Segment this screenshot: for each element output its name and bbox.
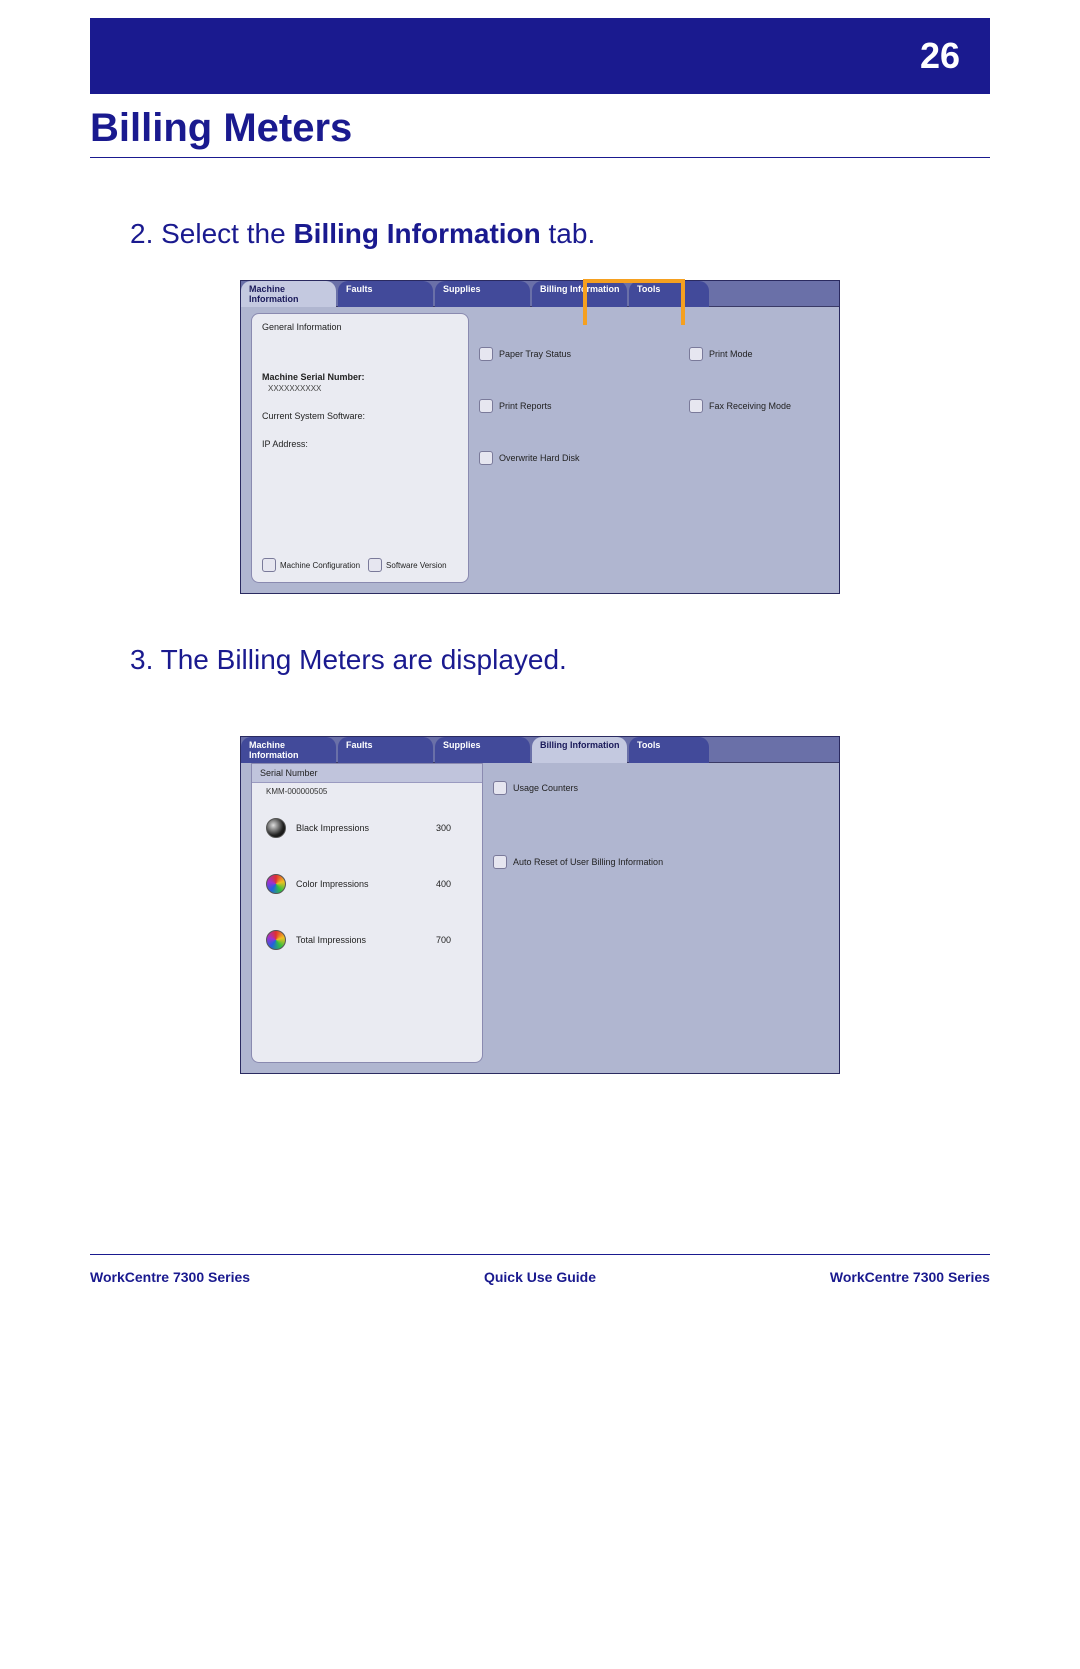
black-impressions-row: Black Impressions 300: [252, 800, 482, 856]
square-icon: [493, 781, 507, 795]
color-impressions-value: 400: [436, 879, 476, 889]
software-version-button[interactable]: Software Version: [368, 558, 446, 572]
square-icon: [493, 855, 507, 869]
print-reports-label: Print Reports: [499, 401, 552, 411]
print-mode-label: Print Mode: [709, 349, 753, 359]
fax-mode-label: Fax Receiving Mode: [709, 401, 791, 411]
color-impressions-label: Color Impressions: [296, 879, 426, 889]
software-version-label: Software Version: [386, 561, 446, 570]
tab-supplies-2[interactable]: Supplies: [435, 737, 530, 763]
serial-value: XXXXXXXXXX: [268, 384, 458, 393]
meters-panel: Serial Number KMM-000000505 Black Impres…: [251, 763, 483, 1063]
left-panel-1: General Information Machine Serial Numbe…: [251, 313, 469, 583]
serial-header: Serial Number: [252, 764, 482, 783]
title-rule: [90, 157, 990, 158]
page-footer: WorkCentre 7300 Series Quick Use Guide W…: [90, 1269, 990, 1285]
tab-machine-info-2[interactable]: Machine Information: [241, 737, 336, 763]
usage-counters-label: Usage Counters: [513, 783, 578, 793]
tab-bar-2: Machine Information Faults Supplies Bill…: [241, 737, 839, 763]
step-2-suffix: tab.: [541, 218, 595, 249]
total-impressions-value: 700: [436, 935, 476, 945]
black-impressions-value: 300: [436, 823, 476, 833]
tab-bar-1: Machine Information Faults Supplies Bill…: [241, 281, 839, 307]
general-info-header: General Information: [262, 322, 458, 332]
tab-faults-2[interactable]: Faults: [338, 737, 433, 763]
header-bar: 26: [90, 18, 990, 94]
footer-rule: [90, 1254, 990, 1255]
ip-label: IP Address:: [262, 439, 458, 449]
color-impressions-row: Color Impressions 400: [252, 856, 482, 912]
tab-faults[interactable]: Faults: [338, 281, 433, 307]
tab-tools-2[interactable]: Tools: [629, 737, 709, 763]
footer-left: WorkCentre 7300 Series: [90, 1269, 250, 1285]
fax-mode-button[interactable]: Fax Receiving Mode: [689, 399, 829, 413]
step-2-bold: Billing Information: [293, 218, 540, 249]
black-sphere-icon: [266, 818, 286, 838]
print-mode-button[interactable]: Print Mode: [689, 347, 829, 361]
total-impressions-row: Total Impressions 700: [252, 912, 482, 968]
page-number: 26: [920, 35, 960, 77]
machine-config-button[interactable]: Machine Configuration: [262, 558, 360, 572]
paper-tray-button[interactable]: Paper Tray Status: [479, 347, 619, 361]
square-icon: [368, 558, 382, 572]
square-icon: [479, 399, 493, 413]
serial-label: Machine Serial Number:: [262, 372, 365, 382]
square-icon: [262, 558, 276, 572]
color-sphere-icon: [266, 874, 286, 894]
black-impressions-label: Black Impressions: [296, 823, 426, 833]
step-2: 2. Select the Billing Information tab.: [130, 218, 1080, 250]
meters-right-panel: Usage Counters Auto Reset of User Billin…: [493, 763, 839, 1073]
footer-center: Quick Use Guide: [484, 1269, 596, 1285]
overwrite-label: Overwrite Hard Disk: [499, 453, 580, 463]
page-title: Billing Meters: [90, 106, 990, 151]
machine-config-label: Machine Configuration: [280, 561, 360, 570]
auto-reset-label: Auto Reset of User Billing Information: [513, 857, 663, 867]
screenshot-2: Machine Information Faults Supplies Bill…: [240, 736, 840, 1074]
step-3: 3. The Billing Meters are displayed.: [130, 644, 1080, 676]
square-icon: [479, 347, 493, 361]
tab-supplies[interactable]: Supplies: [435, 281, 530, 307]
paper-tray-label: Paper Tray Status: [499, 349, 571, 359]
serial-number-value: KMM-000000505: [252, 783, 482, 800]
highlight-box: [583, 279, 685, 325]
screenshot-1: Machine Information Faults Supplies Bill…: [240, 280, 840, 594]
footer-right: WorkCentre 7300 Series: [830, 1269, 990, 1285]
usage-counters-button[interactable]: Usage Counters: [493, 781, 633, 795]
tab-billing-info-2[interactable]: Billing Information: [532, 737, 627, 763]
tab-machine-info[interactable]: Machine Information: [241, 281, 336, 307]
total-impressions-label: Total Impressions: [296, 935, 426, 945]
auto-reset-button[interactable]: Auto Reset of User Billing Information: [493, 855, 693, 869]
sys-sw-label: Current System Software:: [262, 411, 458, 421]
print-reports-button[interactable]: Print Reports: [479, 399, 619, 413]
step-2-prefix: 2. Select the: [130, 218, 293, 249]
square-icon: [689, 399, 703, 413]
square-icon: [689, 347, 703, 361]
color-sphere-icon: [266, 930, 286, 950]
square-icon: [479, 451, 493, 465]
overwrite-button[interactable]: Overwrite Hard Disk: [479, 451, 619, 465]
right-panel-1: Paper Tray Status Print Mode Print Repor…: [479, 307, 839, 593]
